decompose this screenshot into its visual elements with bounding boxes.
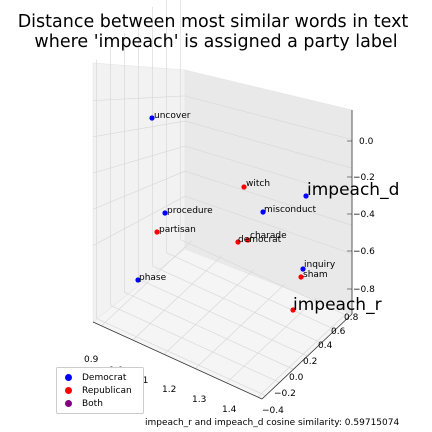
x-axis-line [92, 321, 263, 400]
legend-item-democrat: Democrat [63, 371, 143, 384]
point-witch [241, 184, 247, 190]
grid-x-floor-2 [163, 269, 255, 355]
grid-y-floor-3 [138, 278, 308, 357]
grid-y-floor-5 [166, 252, 336, 331]
axis-lines [92, 110, 353, 400]
point-label-charade: charade [250, 231, 287, 241]
grid-z-left-0 [92, 95, 186, 101]
legend-marker-democrat [65, 374, 72, 381]
point-impeach_r [290, 307, 296, 313]
grid-y-floor-2 [124, 291, 294, 370]
point-procedure [162, 210, 168, 216]
point-label-uncover: uncover [154, 111, 191, 121]
x-tick-label: 0.9 [84, 355, 99, 365]
similarity-footnote: impeach_r and impeach_d cosine similarit… [145, 418, 400, 428]
legend-label-democrat: Democrat [82, 372, 127, 383]
y-tick-label: 0.0 [289, 373, 304, 383]
grid-lines [92, 0, 353, 398]
grid-x-floor-1 [132, 254, 223, 341]
point-misconduct [260, 209, 266, 215]
point-label-procedure: procedure [167, 206, 213, 216]
grid-z-left-3 [92, 170, 186, 210]
y-axis-line [261, 313, 353, 400]
grid-y-floor-0 [96, 318, 266, 396]
y-tick-label: 0.6 [331, 327, 346, 337]
grid-x-floor-0 [101, 240, 192, 327]
grid-z-left-2 [92, 145, 186, 174]
legend-item-republican: Republican [63, 384, 143, 397]
point-label-impeach_d: impeach_d [307, 180, 399, 200]
grid-x-floor-4 [226, 297, 317, 384]
y-tick-label: 0.8 [344, 313, 359, 323]
point-democrat [235, 239, 241, 245]
legend-marker-republican [65, 387, 72, 394]
grid-z-back-0 [184, 95, 353, 140]
grid-x-floor-5 [257, 311, 349, 398]
axes-panes [92, 62, 353, 400]
grid-z-left-4 [92, 195, 186, 246]
point-charade [245, 237, 251, 243]
point-phase [135, 277, 141, 283]
y-tick-label: −0.2 [274, 389, 296, 399]
data-points [135, 115, 309, 313]
point-label-phase: phase [139, 273, 167, 283]
z-tick-label: −0.2 [353, 173, 375, 183]
legend-item-both: Both [63, 397, 143, 410]
z-tick-label: 0.0 [359, 137, 374, 147]
grid-z-back-3 [184, 170, 353, 226]
y-tick-label: 0.2 [303, 357, 317, 367]
x-tick-label: 1.3 [192, 395, 206, 405]
point-label-sham: sham [303, 270, 328, 280]
point-label-misconduct: misconduct [264, 205, 316, 215]
chart-title-line-1: Distance between most similar words in t… [18, 12, 409, 32]
chart-title-line-2: where 'impeach' is assigned a party labe… [34, 32, 397, 52]
point-impeach_d [303, 193, 309, 199]
grid-z-back-4 [184, 195, 353, 255]
point-label-democrat: democrat [238, 235, 282, 245]
z-tick-label: −0.6 [353, 247, 375, 257]
point-inquiry [300, 266, 306, 272]
grid-y-floor-6 [180, 239, 350, 317]
legend-label-republican: Republican [82, 385, 132, 396]
point-label-partisan: partisan [159, 225, 196, 235]
point-label-impeach_r: impeach_r [293, 295, 382, 315]
x-tick-label: 1.4 [222, 405, 237, 415]
point-uncover [149, 115, 155, 121]
grid-z-left-1 [92, 120, 186, 138]
grid-z-back-2 [184, 145, 353, 198]
legend-label-both: Both [82, 398, 103, 409]
point-label-witch: witch [246, 179, 270, 189]
legend-marker-both [65, 400, 72, 407]
point-labels: uncover witch impeach_d procedure misconduct… [139, 111, 399, 315]
x-tick-label: 1.2 [162, 385, 176, 395]
grid-y-floor-1 [110, 305, 280, 383]
y-tick-label: −0.4 [262, 406, 284, 416]
point-label-inquiry: inquiry [304, 260, 336, 270]
point-partisan [154, 229, 160, 235]
y-tick-label: 0.4 [318, 341, 333, 351]
grid-z-back-1 [184, 120, 353, 169]
grid-y-floor-4 [152, 265, 322, 344]
grid-x-floor-3 [195, 283, 286, 369]
z-tick-label: −0.4 [353, 210, 375, 220]
legend: Democrat Republican Both [56, 367, 144, 414]
z-tick-label: −0.8 [353, 285, 375, 295]
point-sham [298, 274, 304, 280]
